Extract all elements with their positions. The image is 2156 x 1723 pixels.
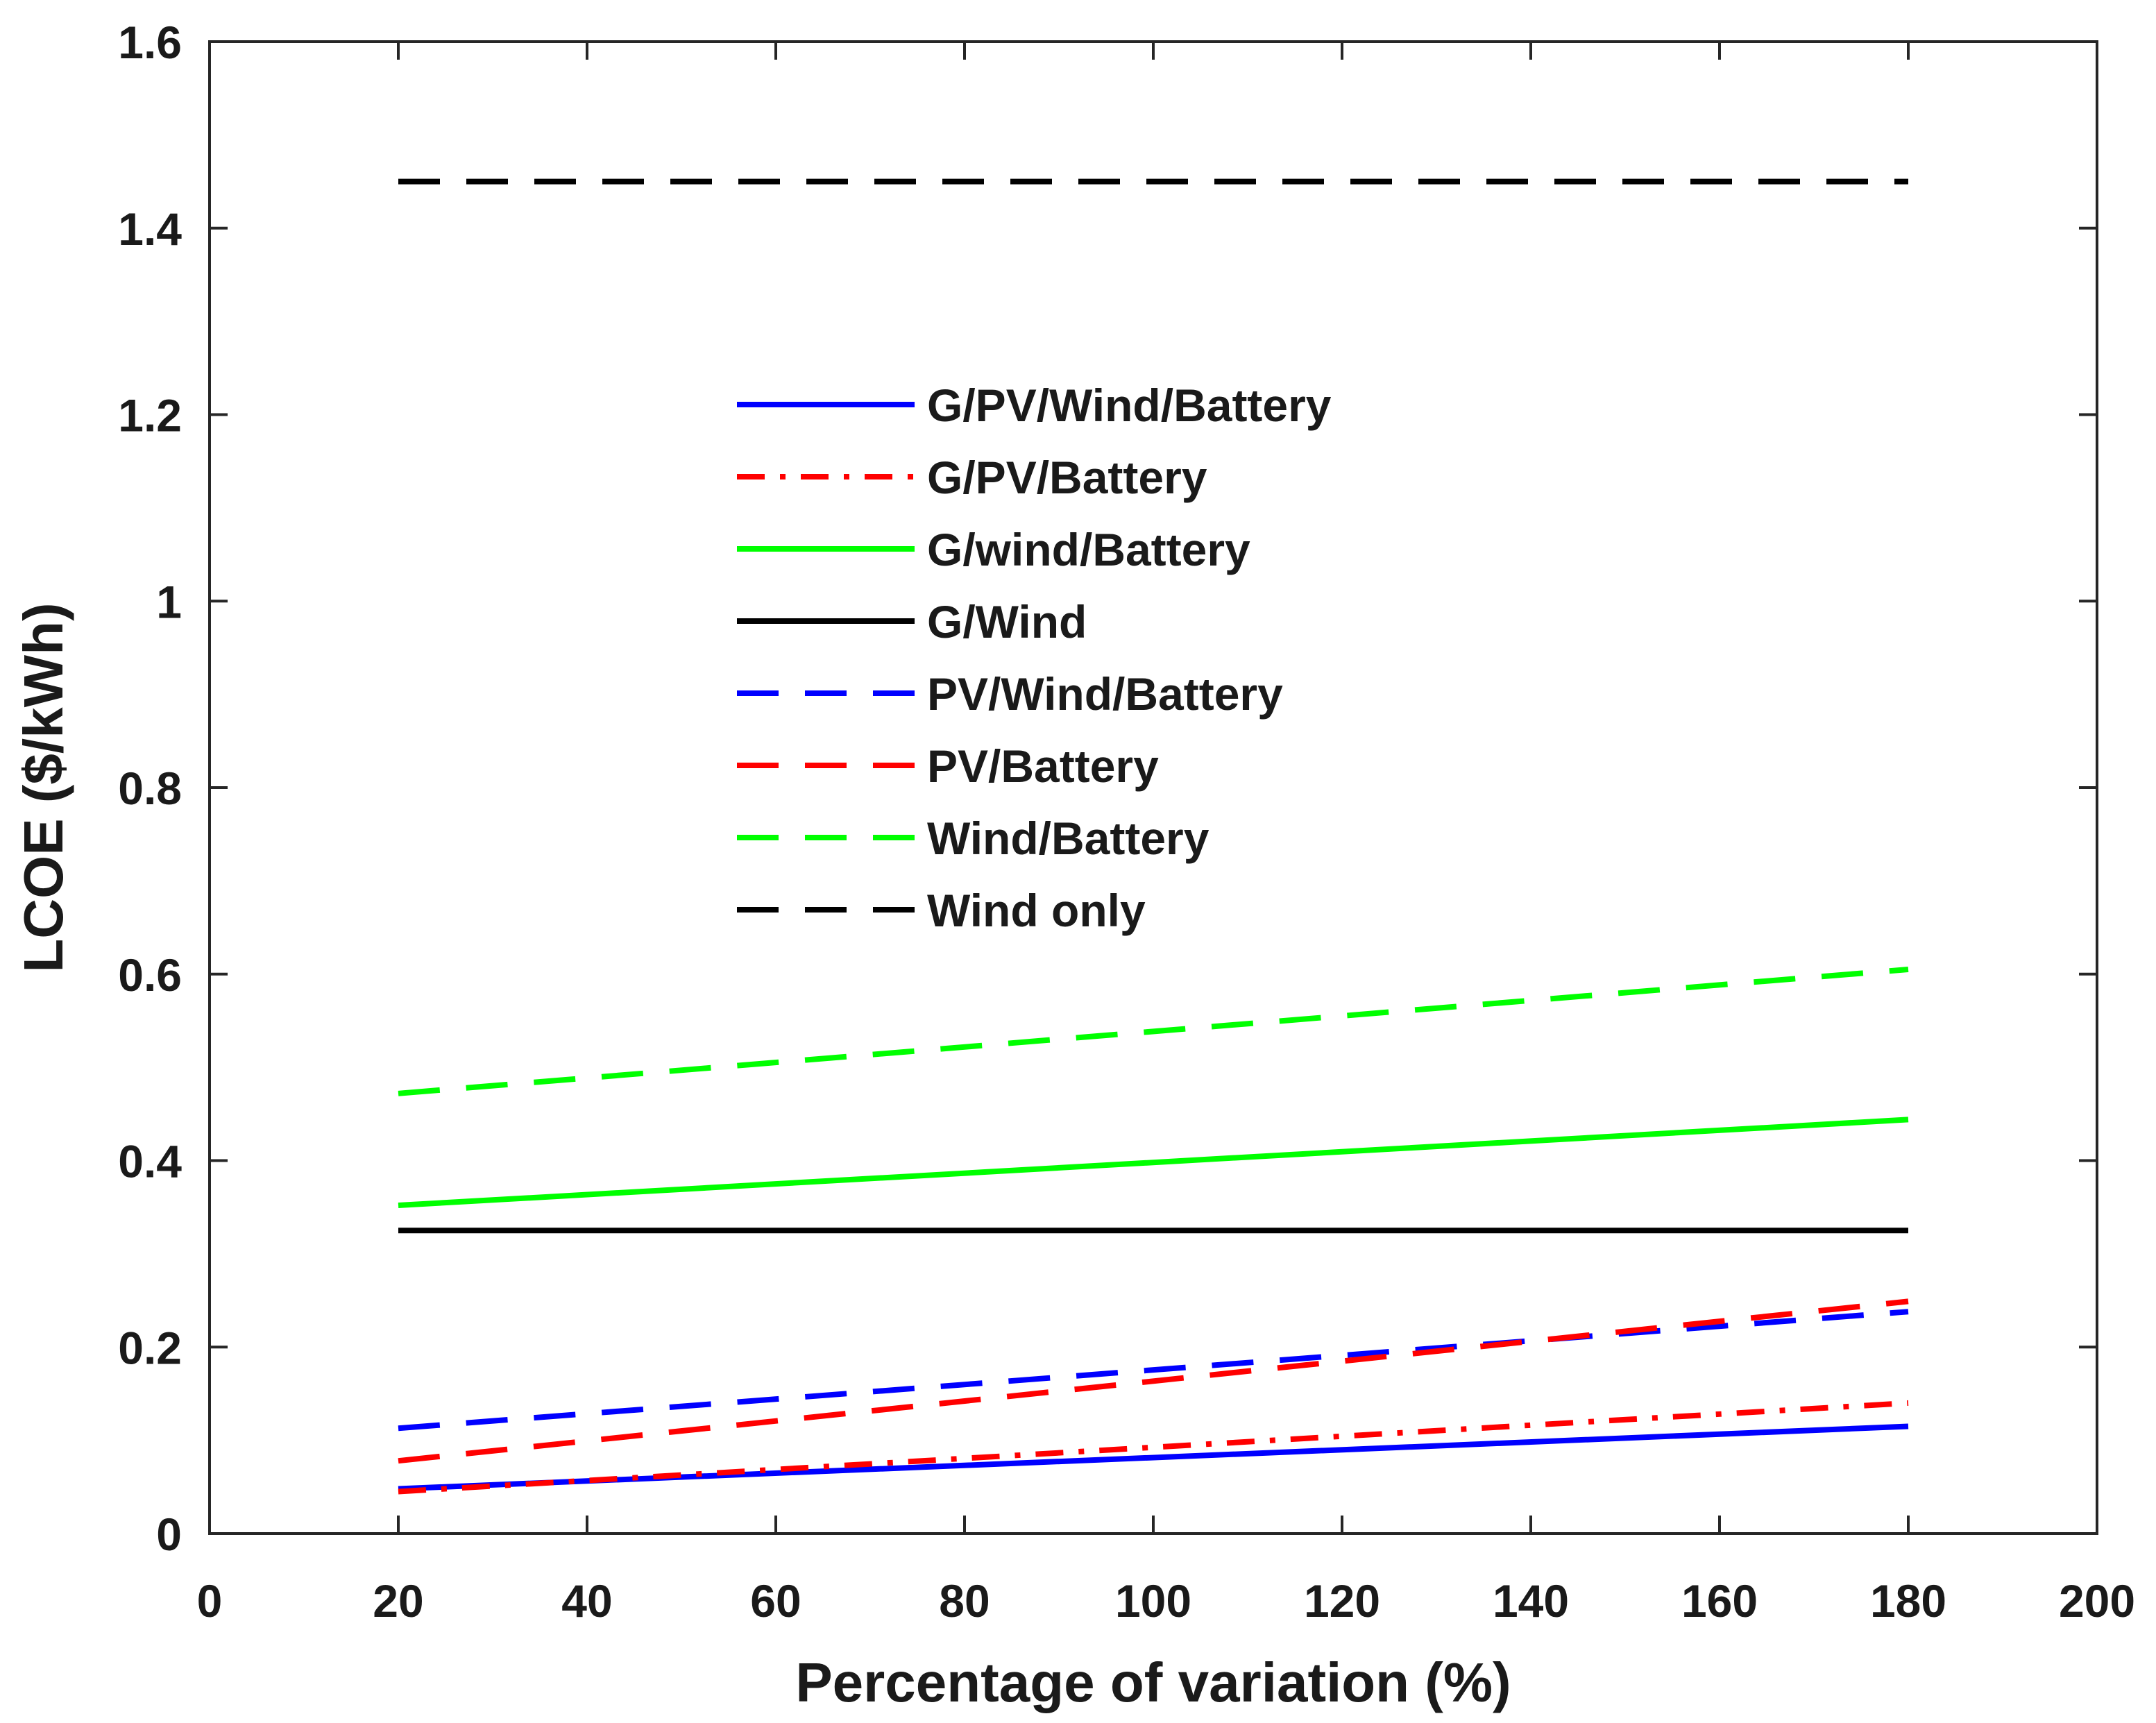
series-line-1: [398, 1423, 1909, 1492]
legend-label-4: G/Wind: [927, 596, 1087, 647]
x-tick-label: 200: [2059, 1575, 2135, 1627]
x-tick-label: 80: [939, 1575, 990, 1627]
x-tick-label: 0: [197, 1575, 223, 1627]
series-line-5: [398, 1309, 1909, 1432]
y-tick-label: 0.8: [118, 763, 182, 814]
y-tick-label: 0.6: [118, 949, 182, 1001]
series-line-7: [398, 967, 1909, 1096]
tick-layer: 0 20 40 60 80 100 120 140 160 180 200 0 0.2 0.4 0.6 0.8…: [118, 17, 2135, 1627]
y-tick-label: 0: [156, 1509, 182, 1560]
series-line-6: [398, 1298, 1909, 1464]
series-line-3: [398, 1117, 1909, 1208]
legend-label-6: PV/Battery: [927, 740, 1159, 792]
legend-label-7: Wind/Battery: [927, 813, 1209, 864]
y-tick-label: 1: [156, 576, 182, 627]
series-line-2: [398, 1400, 1909, 1495]
legend-label-5: PV/Wind/Battery: [927, 668, 1283, 720]
x-tick-label: 140: [1493, 1575, 1569, 1627]
legend-label-2: G/PV/Battery: [927, 452, 1207, 503]
y-axis-label: LCOE ($/kWh): [12, 602, 74, 972]
series-layer: [398, 178, 1909, 1495]
x-axis-label: Percentage of variation (%): [795, 1652, 1511, 1713]
legend-label-3: G/wind/Battery: [927, 524, 1250, 575]
x-tick-label: 60: [750, 1575, 801, 1627]
legend: G/PV/Wind/Battery G/PV/Battery G/wind/Batt…: [737, 380, 1332, 936]
legend-label-8: Wind only: [927, 885, 1146, 936]
y-tick-label: 0.4: [118, 1136, 182, 1187]
x-tick-label: 120: [1304, 1575, 1380, 1627]
plot-area: [210, 42, 2097, 1534]
x-tick-label: 160: [1681, 1575, 1758, 1627]
y-tick-label: 1.4: [118, 203, 182, 255]
x-tick-label: 180: [1870, 1575, 1946, 1627]
y-tick-label: 0.2: [118, 1322, 182, 1373]
legend-label-1: G/PV/Wind/Battery: [927, 380, 1332, 431]
x-tick-label: 100: [1115, 1575, 1191, 1627]
y-tick-label: 1.6: [118, 17, 182, 68]
x-tick-label: 20: [373, 1575, 423, 1627]
y-tick-label: 1.2: [118, 390, 182, 441]
x-tick-label: 40: [561, 1575, 612, 1627]
